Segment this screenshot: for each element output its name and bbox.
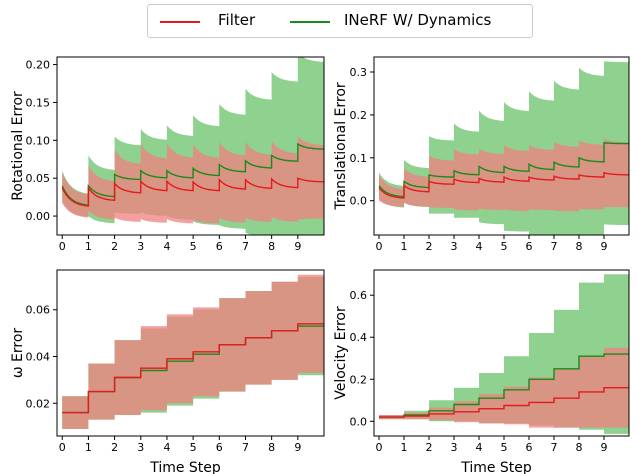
x-tick-label: 9 [601, 240, 608, 253]
legend: Filter INeRF W/ Dynamics [147, 4, 533, 38]
x-tick-label: 6 [216, 441, 223, 454]
x-tick-label: 3 [137, 441, 144, 454]
series-line-dynamics [378, 142, 629, 198]
legend-label-dynamics: INeRF W/ Dynamics [344, 11, 492, 29]
plot-area [379, 274, 629, 434]
x-tick-label: 8 [576, 441, 583, 454]
y-tick-label: 0.15 [26, 96, 51, 109]
y-tick-label: 0.20 [26, 59, 51, 72]
plot-area [62, 274, 324, 429]
x-tick-label: 0 [376, 441, 383, 454]
x-tick-label: 4 [476, 240, 483, 253]
plot-area [378, 61, 629, 235]
y-tick-label: 0.4 [350, 331, 368, 344]
x-tick-label: 1 [85, 441, 92, 454]
x-tick-label: 5 [190, 240, 197, 253]
y-tick-label: 0.02 [26, 397, 51, 410]
chart-panel-top-left: 0 1 2 3 4 5 6 7 8 9 0.00 0.05 0.10 0.15 0.20 Rotational… [10, 56, 325, 253]
band-filter [379, 138, 629, 212]
y-tick-label: 0.06 [26, 304, 51, 317]
x-tick-label: 5 [501, 441, 508, 454]
x-tick-label: 4 [163, 441, 170, 454]
x-tick-label: 9 [601, 441, 608, 454]
y-tick-label: 0.0 [350, 415, 368, 428]
axes-frame [56, 269, 325, 437]
y-tick-label: 0.2 [350, 109, 368, 122]
x-tick-label: 8 [268, 240, 275, 253]
x-tick-label: 7 [551, 240, 558, 253]
y-axis-label: ω Error [10, 328, 26, 379]
x-tick-label: 1 [401, 441, 408, 454]
y-tick-label: 0.3 [350, 66, 368, 79]
axes-frame [373, 269, 630, 437]
x-tick-label: 2 [111, 441, 118, 454]
band-filter [379, 347, 629, 428]
series-line-filter [61, 177, 324, 207]
x-axis-label: Time Step [460, 460, 532, 474]
chart-panel-bottom-left: 0 1 2 3 4 5 6 7 8 9 0.02 0.04 0.06ω Error Time Step [10, 269, 325, 474]
x-tick-label: 5 [190, 441, 197, 454]
series-line-filter [62, 323, 324, 414]
y-tick-label: 0.00 [26, 210, 51, 223]
x-tick-label: 6 [526, 240, 533, 253]
x-tick-label: 4 [163, 240, 170, 253]
x-tick-label: 9 [294, 240, 301, 253]
y-tick-label: 0.05 [26, 172, 51, 185]
x-tick-label: 0 [59, 240, 66, 253]
x-tick-label: 8 [268, 441, 275, 454]
x-tick-label: 6 [216, 240, 223, 253]
x-tick-label: 7 [551, 441, 558, 454]
x-tick-label: 0 [376, 240, 383, 253]
y-tick-label: 0.1 [350, 152, 368, 165]
x-tick-label: 6 [526, 441, 533, 454]
axes-frame [56, 56, 325, 236]
x-tick-label: 0 [59, 441, 66, 454]
y-tick-label: 0.6 [350, 289, 368, 302]
x-tick-label: 3 [137, 240, 144, 253]
series-line-filter [379, 387, 629, 418]
x-tick-label: 3 [451, 441, 458, 454]
x-tick-label: 2 [111, 240, 118, 253]
legend-label-filter: Filter [218, 11, 256, 29]
x-tick-label: 9 [294, 441, 301, 454]
series-line-dynamics [61, 142, 324, 207]
x-tick-label: 1 [401, 240, 408, 253]
y-tick-label: 0.04 [26, 351, 51, 364]
plot-area [61, 57, 324, 235]
x-tick-label: 8 [576, 240, 583, 253]
y-axis-label: Rotational Error [10, 91, 26, 201]
legend-swatch-filter [160, 21, 200, 23]
series-line-filter [378, 171, 629, 199]
x-tick-label: 2 [426, 240, 433, 253]
x-tick-label: 7 [242, 441, 249, 454]
x-tick-label: 1 [85, 240, 92, 253]
band-filter [62, 136, 324, 224]
x-tick-label: 7 [242, 240, 249, 253]
x-tick-label: 4 [476, 441, 483, 454]
x-tick-label: 5 [501, 240, 508, 253]
y-tick-label: 0.0 [350, 195, 368, 208]
x-tick-label: 2 [426, 441, 433, 454]
axes-frame [373, 56, 630, 236]
y-axis-label: Velocity Error [333, 306, 349, 400]
y-tick-label: 0.2 [350, 373, 368, 386]
x-tick-label: 3 [451, 240, 458, 253]
y-tick-label: 0.10 [26, 134, 51, 147]
x-axis-label: Time Step [149, 460, 221, 474]
legend-swatch-dynamics [290, 21, 330, 23]
y-axis-label: Translational Error [333, 82, 349, 211]
